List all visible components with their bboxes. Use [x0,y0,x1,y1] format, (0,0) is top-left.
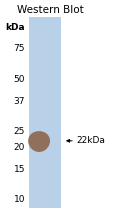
Bar [29,17,61,208]
Text: 37: 37 [14,97,25,106]
Text: 75: 75 [14,45,25,53]
Text: 22kDa: 22kDa [76,136,105,145]
Text: 10: 10 [14,195,25,204]
Text: 20: 20 [14,144,25,152]
Text: 50: 50 [14,75,25,84]
Ellipse shape [28,131,50,152]
Text: Western Blot: Western Blot [17,5,84,15]
Text: 15: 15 [14,165,25,174]
Text: kDa: kDa [5,23,25,32]
Text: 25: 25 [14,127,25,136]
